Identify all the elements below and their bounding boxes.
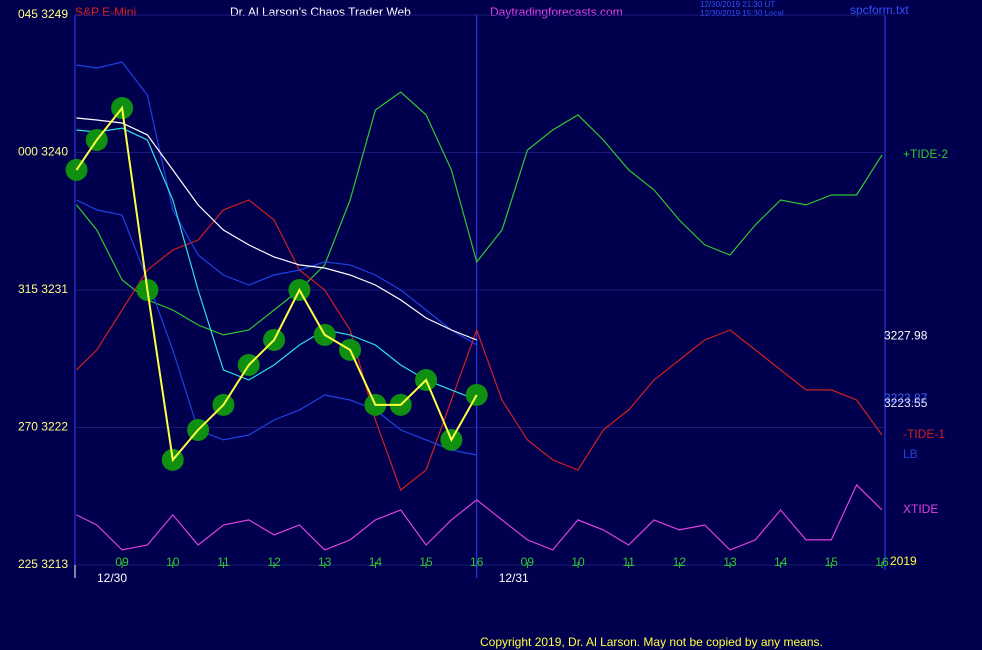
year-label: 2019 (890, 554, 917, 568)
series-line (76, 199, 477, 456)
price-label: 3223.55 (884, 396, 928, 410)
price-label: 3227.98 (884, 328, 928, 342)
time-ut: 12/30/2019 21:30 UT (700, 0, 775, 9)
x-tick-label: 13 (723, 555, 737, 569)
x-tick-label: 11 (217, 555, 230, 569)
x-tick-label: 09 (521, 555, 535, 569)
file-name: spcform.txt (850, 3, 909, 17)
time-local: 12/30/2019 15:30 Local (700, 9, 784, 18)
x-tick-label: 16 (875, 555, 889, 569)
series-line (76, 61, 478, 346)
x-tick-label: 09 (115, 555, 129, 569)
price-dot (465, 383, 488, 406)
x-tick-label: 10 (166, 555, 180, 569)
y-tick-label: 315 3231 (18, 282, 68, 296)
x-tick-label: 12 (267, 555, 281, 569)
x-tick-label: 15 (419, 555, 433, 569)
site: Daytradingforecasts.com (490, 5, 623, 19)
x-tick-label: 10 (571, 555, 585, 569)
series-line (76, 127, 477, 401)
date-label: 12/31 (499, 571, 529, 585)
x-tick-label: 12 (673, 555, 687, 569)
series-line (76, 91, 883, 336)
y-tick-label: 000 3240 (18, 145, 68, 159)
symbol: S&P E-Mini (75, 5, 136, 19)
price-dot (65, 158, 88, 181)
copyright: Copyright 2019, Dr. Al Larson. May not b… (480, 635, 823, 649)
legend-label: LB (903, 447, 918, 461)
series-line (76, 117, 477, 341)
legend-label: XTIDE (903, 502, 938, 516)
x-tick-label: 15 (825, 555, 839, 569)
series-line (76, 483, 883, 551)
price-label: 3223.87 (884, 391, 928, 405)
y-tick-label: 270 3222 (18, 420, 68, 434)
date-label: 12/30 (97, 571, 127, 585)
x-tick-label: 11 (622, 555, 635, 569)
x-tick-label: 13 (318, 555, 332, 569)
legend-label: -TIDE-1 (903, 427, 945, 441)
title: Dr. Al Larson's Chaos Trader Web (230, 5, 411, 19)
series-line (75, 105, 478, 463)
x-tick-label: 14 (369, 555, 383, 569)
series-line (76, 199, 883, 491)
y-tick-label: 045 3249 (18, 7, 68, 21)
legend-label: +TIDE-2 (903, 147, 948, 161)
x-tick-label: 14 (774, 555, 788, 569)
y-tick-label: 225 3213 (18, 557, 68, 571)
